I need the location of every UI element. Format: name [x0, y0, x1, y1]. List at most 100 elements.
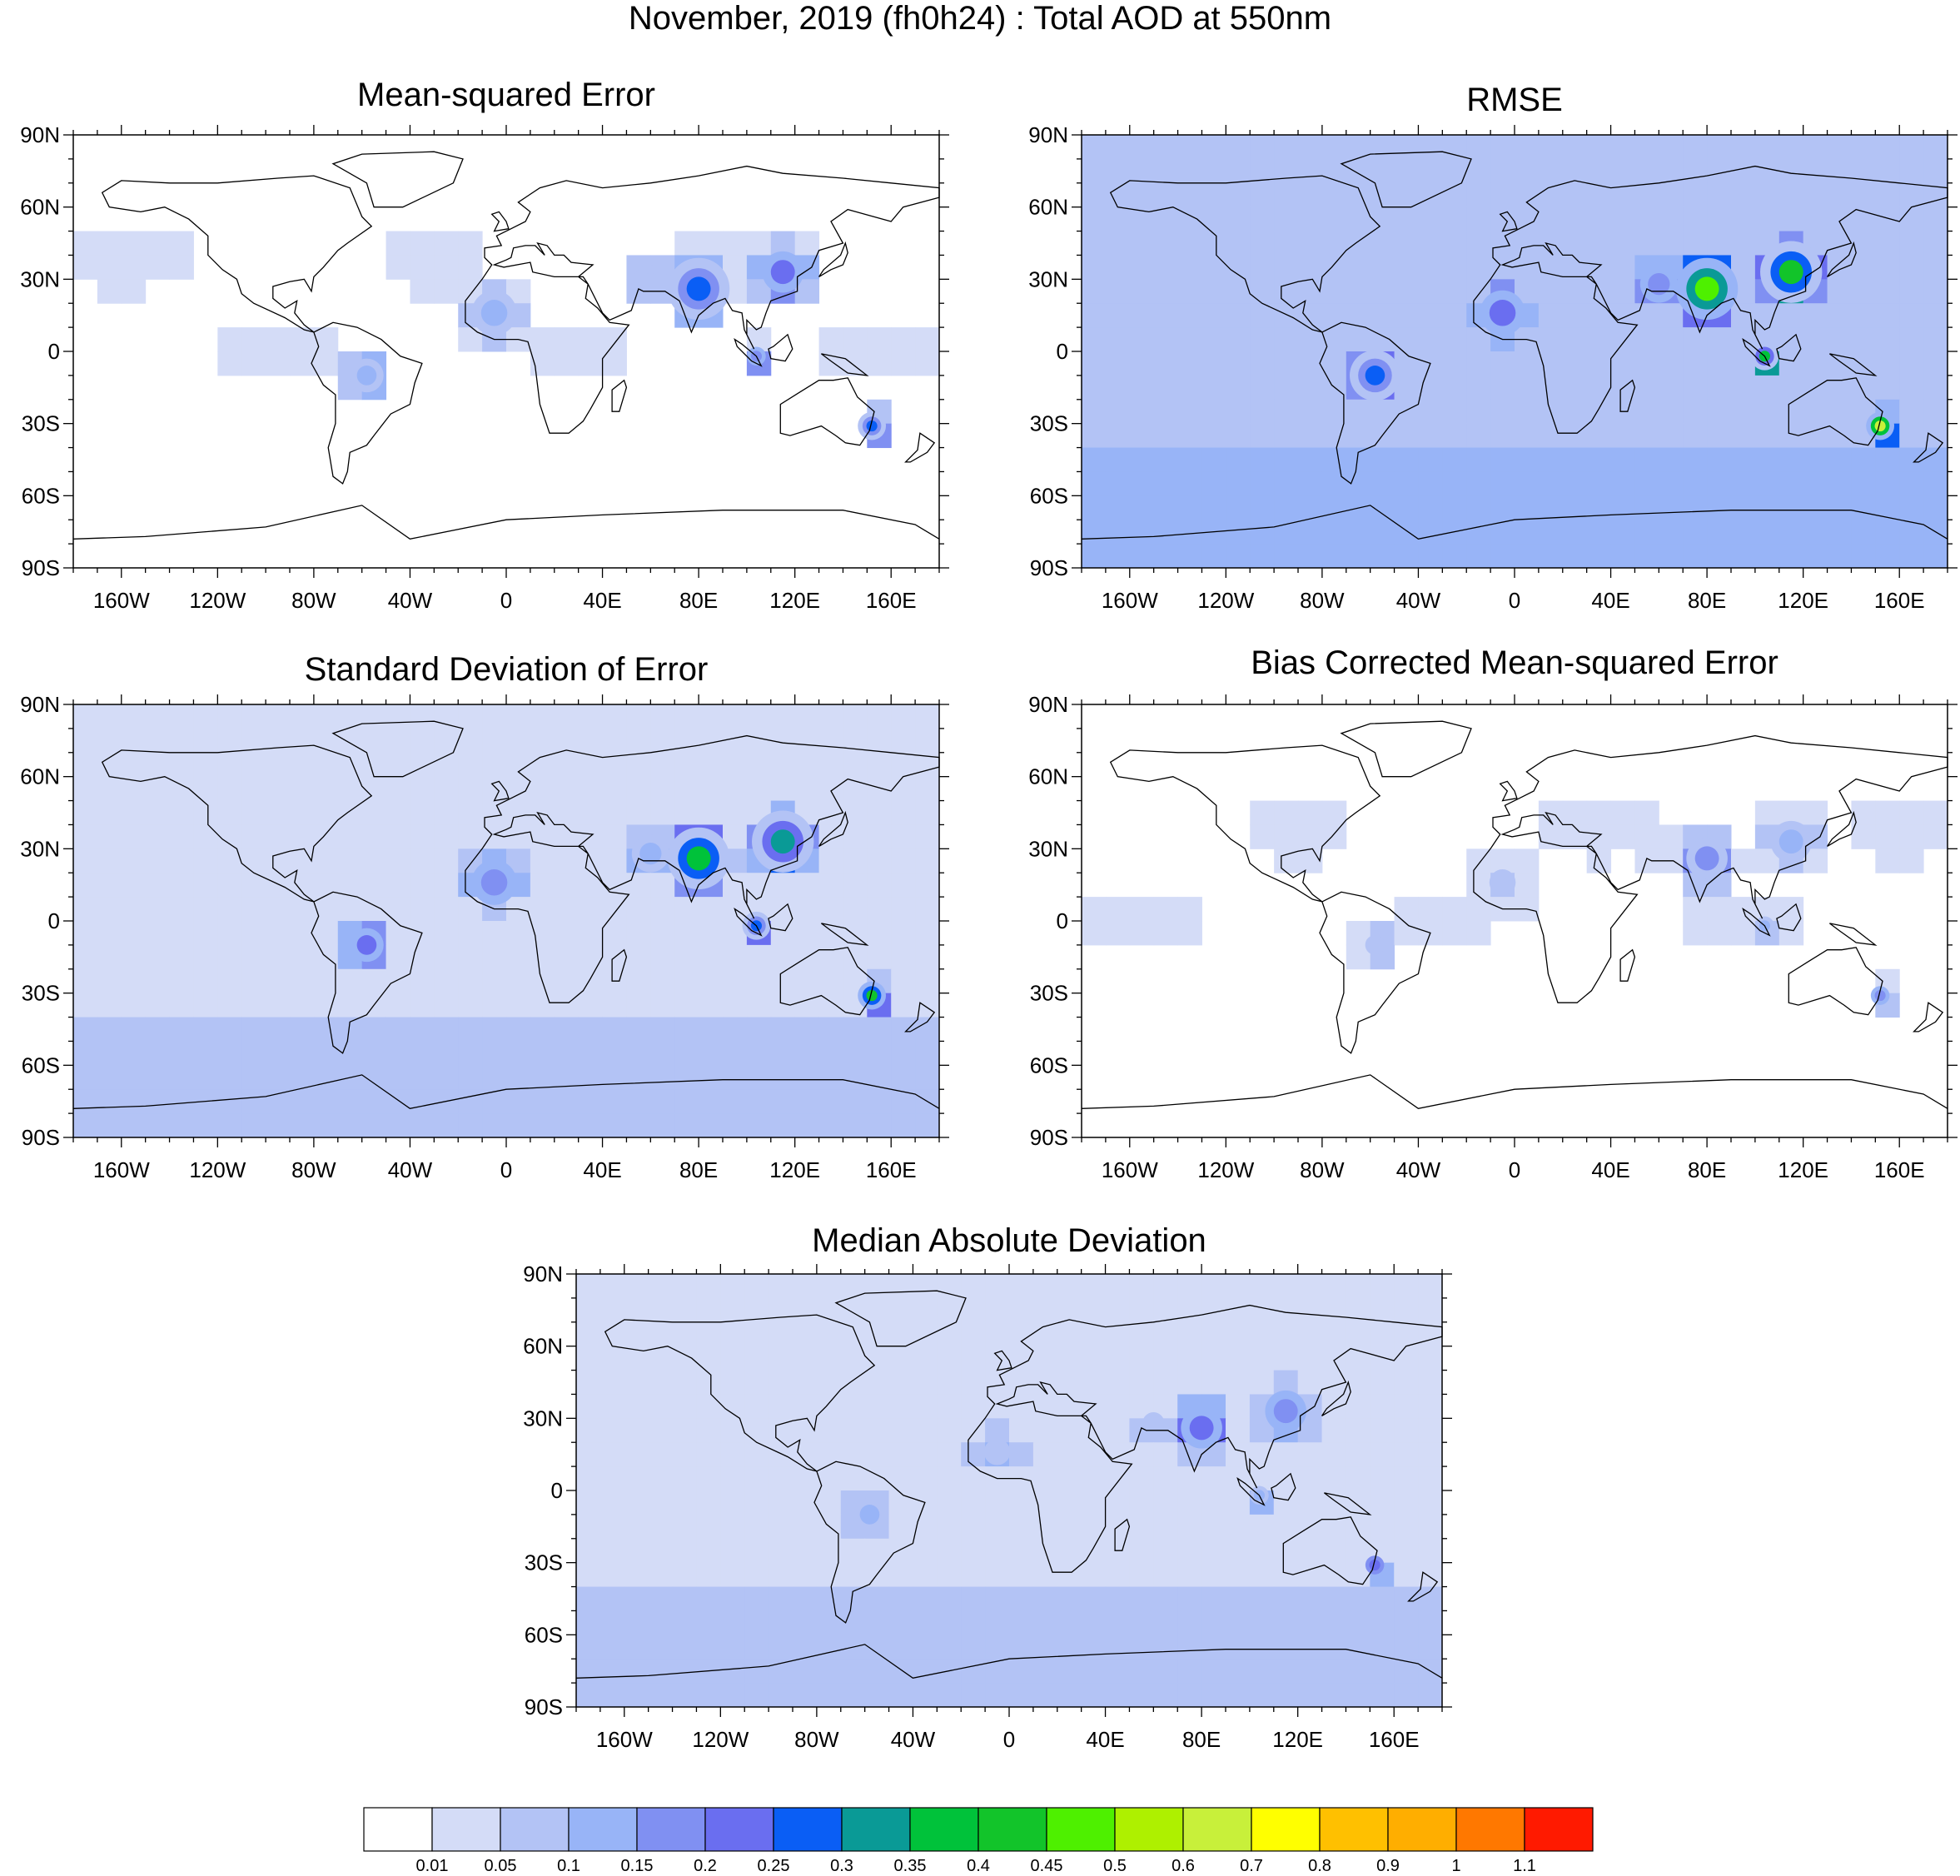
aod-cell	[1250, 135, 1275, 160]
aod-cell	[1105, 921, 1131, 946]
aod-cell	[1250, 471, 1275, 496]
aod-cell	[1297, 1466, 1323, 1491]
aod-cell	[696, 1394, 721, 1419]
aod-cell	[1515, 375, 1540, 401]
colorbar-swatch	[909, 1807, 979, 1852]
aod-cell	[840, 1466, 866, 1491]
aod-cell	[1105, 255, 1131, 280]
aod-cell	[578, 327, 604, 352]
aod-cell	[843, 1041, 868, 1066]
aod-cell	[290, 873, 315, 898]
aod-cell	[723, 1089, 748, 1114]
aod-cell	[1153, 279, 1179, 304]
aod-cell	[1754, 158, 1780, 184]
aod-cell	[1827, 231, 1852, 256]
aod-cell	[650, 993, 675, 1018]
aod-cell	[193, 752, 218, 778]
aod-cell	[937, 1346, 962, 1371]
aod-cell	[554, 968, 580, 994]
aod-cell	[1201, 1659, 1226, 1684]
panel-title-std: Standard Deviation of Error	[304, 651, 709, 688]
aod-cell	[266, 921, 291, 946]
aod-cell	[530, 704, 555, 729]
aod-cell	[1538, 158, 1564, 184]
aod-cell	[1082, 520, 1107, 545]
aod-cell	[961, 1683, 986, 1708]
aod-cell	[1418, 1394, 1443, 1419]
aod-cell	[1032, 1610, 1058, 1635]
aod-cell	[1057, 1418, 1082, 1443]
aod-cell	[1875, 351, 1900, 376]
aod-cell	[818, 1065, 843, 1090]
colorbar-swatch	[1524, 1807, 1594, 1852]
aod-cell	[1129, 471, 1155, 496]
aod-cell	[1153, 1538, 1178, 1564]
lon-label: 160W	[596, 1727, 653, 1752]
aod-cell	[1249, 1274, 1275, 1299]
lat-label: 90S	[525, 1694, 563, 1719]
lon-label: 0	[500, 588, 512, 613]
coastline-antarctica	[1081, 505, 1948, 540]
aod-cell	[73, 848, 98, 873]
aod-cell	[1032, 1562, 1058, 1588]
aod-cell	[97, 848, 122, 873]
aod-cell	[241, 1017, 266, 1042]
aod-cell	[699, 1089, 724, 1114]
aod-cell	[1057, 1274, 1082, 1299]
aod-cell	[1129, 423, 1155, 449]
coastline-new-zealand	[904, 1002, 936, 1033]
aod-cell	[1009, 1659, 1034, 1684]
aod-cell	[1394, 327, 1419, 352]
aod-cell	[888, 1610, 913, 1635]
aod-cell	[1129, 303, 1155, 328]
aod-cell	[744, 1635, 769, 1660]
aod-cell	[1731, 544, 1756, 569]
lon-label: 160E	[1874, 588, 1925, 613]
aod-cell	[1827, 255, 1852, 280]
aod-cell	[1250, 800, 1275, 825]
aod-cell	[578, 1089, 604, 1114]
aod-cell	[1346, 1321, 1371, 1347]
aod-cell	[744, 1321, 769, 1347]
aod-cell	[121, 824, 147, 849]
aod-cell	[1634, 447, 1659, 472]
aod-cell	[672, 1683, 697, 1708]
aod-cell	[599, 1586, 625, 1611]
aod-cell	[985, 1297, 1010, 1323]
aod-cell	[1201, 544, 1226, 569]
coastline-japan	[1321, 1380, 1351, 1416]
aod-cell	[1273, 1514, 1299, 1540]
aod-cell	[1923, 207, 1948, 232]
aod-cell	[576, 1394, 601, 1419]
aod-cell	[145, 993, 171, 1018]
aod-cell	[818, 873, 843, 898]
aod-cell	[769, 1610, 793, 1635]
aod-cell	[794, 921, 820, 946]
aod-cell	[1418, 495, 1443, 520]
aod-cell	[1731, 423, 1756, 449]
aod-cell	[1297, 1659, 1323, 1684]
aod-cell	[769, 1370, 793, 1395]
aod-cell	[915, 848, 940, 873]
aod-cell	[915, 351, 940, 376]
aod-cell	[410, 848, 435, 873]
aod-cell	[891, 944, 916, 970]
aod-cell	[1129, 231, 1155, 256]
aod-cell	[458, 728, 483, 754]
aod-cell	[915, 921, 940, 946]
aod-cell	[1177, 375, 1202, 401]
aod-cell	[554, 1113, 580, 1138]
aod-cell	[867, 327, 892, 352]
aod-cell	[699, 776, 724, 802]
aod-cell	[1273, 1490, 1299, 1515]
aod-cell	[961, 1490, 986, 1515]
aod-cell	[145, 231, 171, 256]
aod-cell	[1562, 399, 1588, 425]
aod-cell	[1707, 231, 1732, 256]
aod-cell	[672, 1442, 697, 1467]
aod-cell	[1346, 544, 1371, 569]
aod-cell	[1105, 182, 1131, 208]
aod-cell	[1899, 471, 1924, 496]
aod-cell	[1226, 1610, 1251, 1635]
aod-cell	[1274, 447, 1299, 472]
